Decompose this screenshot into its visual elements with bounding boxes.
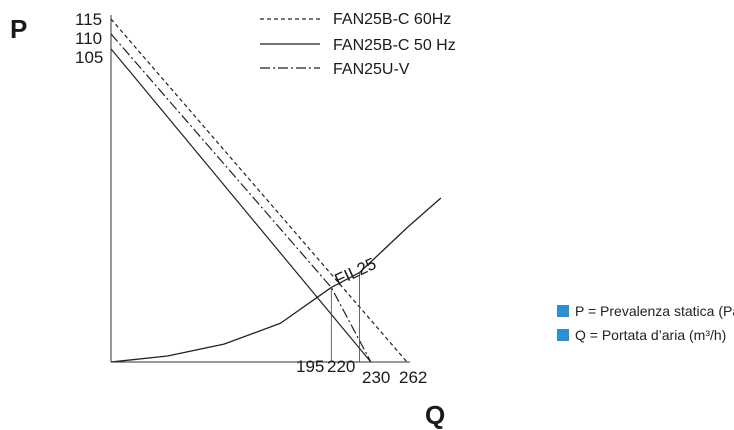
series-line-2: [110, 33, 372, 363]
legend-label-fan25uv: FAN25U-V: [333, 61, 410, 78]
y-tick-105: 105: [75, 48, 103, 67]
system-curve-label: FIL25: [332, 254, 379, 290]
y-tick-110: 110: [75, 29, 102, 48]
note-flow-text: Q = Portata d’aria (m³/h): [575, 327, 727, 343]
system-curve-line: [110, 197, 442, 363]
x-tick-220: 220: [327, 357, 355, 376]
legend-label-50hz: FAN25B-C 50 Hz: [333, 37, 456, 54]
y-axis-label: P: [10, 14, 27, 44]
x-tick-262: 262: [399, 368, 427, 387]
note-swatch-icon: [557, 305, 569, 317]
note-swatch-icon: [557, 329, 569, 341]
x-tick-195: 195: [296, 357, 324, 376]
x-tick-230: 230: [362, 368, 390, 387]
note-pressure-text: P = Prevalenza statica (Pa): [575, 303, 734, 319]
series-line-1: [110, 48, 372, 363]
note-pressure: P = Prevalenza statica (Pa): [557, 303, 734, 319]
note-flow: Q = Portata d’aria (m³/h): [557, 327, 726, 343]
x-axis-label: Q: [425, 400, 445, 430]
legend-label-60hz: FAN25B-C 60Hz: [333, 11, 451, 28]
y-tick-115: 115: [75, 10, 102, 29]
series-group: [110, 18, 442, 363]
series-line-0: [110, 18, 408, 363]
